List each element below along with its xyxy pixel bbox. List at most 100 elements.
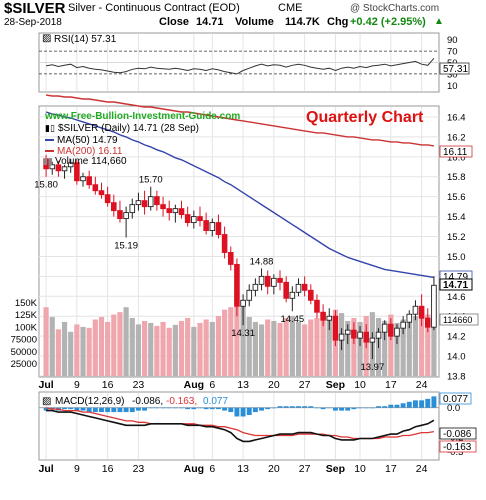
macd-hist-bar (129, 407, 135, 413)
x-day-label: 10 (354, 463, 366, 475)
price-annotation-label: 14.45 (280, 314, 304, 325)
volume-bar (222, 309, 228, 376)
price-legend-ma200: MA(200) 16.11 (57, 146, 123, 157)
price-legend-symbol: $SILVER (Daily) 14.71 (28 Sep) (58, 123, 199, 134)
volume-bar (203, 319, 209, 376)
volume-bar (209, 321, 215, 376)
x-day-label: 27 (299, 463, 311, 475)
price-tick-label: 15.0 (447, 252, 466, 263)
price-tick-label: 14.0 (447, 352, 466, 363)
volume-bar (431, 319, 437, 376)
candle-body (332, 315, 339, 341)
volume-bar (252, 321, 258, 376)
rsi-value-tag (439, 62, 470, 75)
macd-hist-bar (302, 406, 308, 408)
candle-body (388, 323, 394, 337)
volume-bar (412, 316, 419, 376)
volume-bar (123, 307, 129, 376)
candle-body (43, 158, 49, 170)
price-tick-label: 16.2 (447, 132, 466, 143)
volume-value: 114.7K (285, 16, 320, 28)
macd-hist-bar (412, 400, 418, 408)
macd-hist-bar (62, 407, 68, 410)
macd-hist-bar (382, 406, 388, 408)
candle-body (264, 275, 271, 287)
candle-body (74, 162, 80, 182)
candle-body (375, 331, 382, 339)
candle-body (178, 208, 185, 216)
x-axis-labels: Jul 9 16 23 Aug 6 13 20 27 Sep 10 17 24 (38, 379, 427, 391)
x-day-label: 13 (237, 463, 249, 475)
volume-bar (320, 314, 326, 376)
macd-legend-signal: -0.163, (166, 396, 197, 407)
rsi-tick-label: 10 (447, 81, 458, 92)
x-month-label: Jul (38, 379, 53, 391)
candle-body (308, 289, 314, 301)
x-day-label: 9 (74, 379, 80, 391)
volume-bar (117, 312, 123, 376)
macd-hist-bar (74, 407, 80, 411)
macd-tag-text: -0.086 (443, 429, 472, 440)
volume-bar (400, 319, 406, 376)
candle-body (147, 196, 154, 208)
macd-histogram (43, 396, 437, 417)
volume-label: Volume (235, 16, 274, 28)
price-legend-volume: Volume 114,660 (55, 156, 127, 167)
volume-bar (308, 319, 314, 376)
rsi-legend: RSI(14) 57.31 (54, 34, 117, 45)
x-day-label: 27 (299, 379, 311, 391)
candle-body (424, 317, 431, 328)
x-day-label: 10 (354, 379, 366, 391)
volume-bar (148, 322, 154, 376)
ma200-line (45, 94, 435, 147)
ma200-tag (439, 145, 473, 158)
x-day-label: 16 (102, 379, 114, 391)
price-annotation-label: 14.88 (250, 256, 274, 267)
candle-body (283, 281, 289, 299)
ma200-tag-text: 16.11 (443, 147, 468, 158)
x-day-label: 9 (74, 463, 80, 475)
candlesticks (43, 154, 437, 360)
macd-hist-bar (111, 407, 117, 413)
candle-body (369, 337, 376, 343)
macd-hist-bar (142, 407, 148, 411)
volume-bar (265, 319, 271, 376)
quarterly-chart-annotation: Quarterly Chart (306, 109, 424, 126)
volume-tick-label: 150K (15, 298, 38, 309)
price-tick-label: 15.6 (447, 192, 466, 203)
price-tick-label: 16.4 (447, 112, 466, 123)
candle-body (203, 220, 209, 231)
macd-hist-bar (234, 407, 240, 417)
macd-hist-bar (332, 407, 338, 411)
candle-body (431, 284, 437, 328)
macd-hist-bar (252, 407, 258, 413)
macd-hist-bar (283, 406, 289, 408)
candle-body (123, 212, 129, 220)
price-annotation-label: 15.19 (114, 241, 138, 252)
candle-body (191, 216, 197, 224)
candle-body (252, 283, 259, 291)
candle-body (351, 329, 357, 339)
macd-hist-bar (135, 407, 141, 411)
rsi-legend-icon: ▨ (42, 33, 51, 44)
candle-body (338, 333, 345, 341)
rsi-tick-label: 30 (447, 69, 458, 80)
macd-hist-bar (376, 406, 381, 408)
volume-legend-icon: ▮▮ (43, 157, 53, 167)
macd-hist-bar (400, 403, 406, 408)
candle-body (221, 234, 228, 253)
volume-bar (129, 318, 135, 376)
volume-bar (185, 318, 191, 376)
macd-hist-bar (117, 407, 123, 413)
macd-hist-bar (191, 407, 197, 410)
x-day-label: 20 (268, 463, 280, 475)
macd-hist-tag (439, 392, 472, 405)
volume-bar (271, 320, 277, 376)
volume-bar (295, 321, 302, 376)
macd-hist-bar (154, 407, 160, 409)
macd-hist-bar (265, 407, 271, 410)
rsi-line (46, 57, 435, 75)
macd-hist-bar (43, 407, 49, 411)
x-day-label: 17 (385, 379, 397, 391)
macd-hist-bar (419, 400, 425, 408)
